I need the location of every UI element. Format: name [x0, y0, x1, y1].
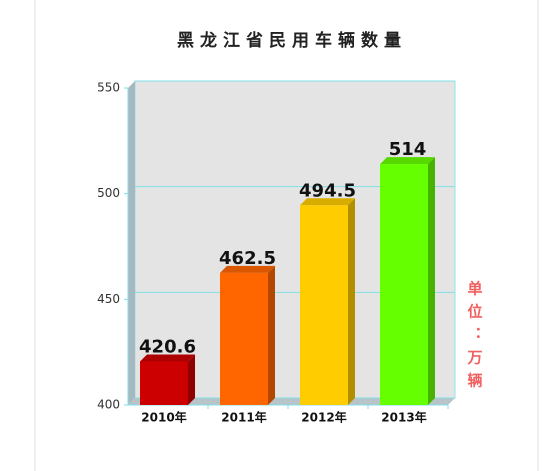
bar-top [140, 354, 195, 362]
x-tick-label: 2011年 [221, 410, 266, 425]
x-tick-label: 2013年 [381, 410, 426, 425]
value-label: 494.5 [299, 180, 356, 201]
x-tick-label: 2012年 [301, 410, 346, 425]
bar [140, 361, 188, 405]
y-tick-label: 500 [97, 186, 120, 200]
floor [128, 398, 455, 405]
bar [220, 272, 268, 405]
bar-side [348, 198, 355, 405]
left-wall [128, 81, 135, 405]
bar-top [300, 198, 355, 206]
unit-label: 单位：万辆 [466, 280, 484, 396]
bar-top [220, 265, 275, 273]
y-tick-label: 450 [97, 292, 120, 306]
bar [380, 164, 428, 405]
bar-side [268, 265, 275, 405]
bar [300, 205, 348, 405]
y-tick-label: 400 [97, 398, 120, 412]
bar-top [380, 157, 435, 165]
y-tick-label: 550 [97, 81, 120, 95]
value-label: 420.6 [139, 336, 196, 357]
value-label: 462.5 [219, 248, 276, 269]
value-label: 514 [389, 139, 427, 160]
x-tick-label: 2010年 [141, 410, 186, 425]
chart-title: 黑龙江省民用车辆数量 [177, 30, 407, 51]
bar-side [188, 354, 195, 405]
bar-side [428, 157, 435, 405]
